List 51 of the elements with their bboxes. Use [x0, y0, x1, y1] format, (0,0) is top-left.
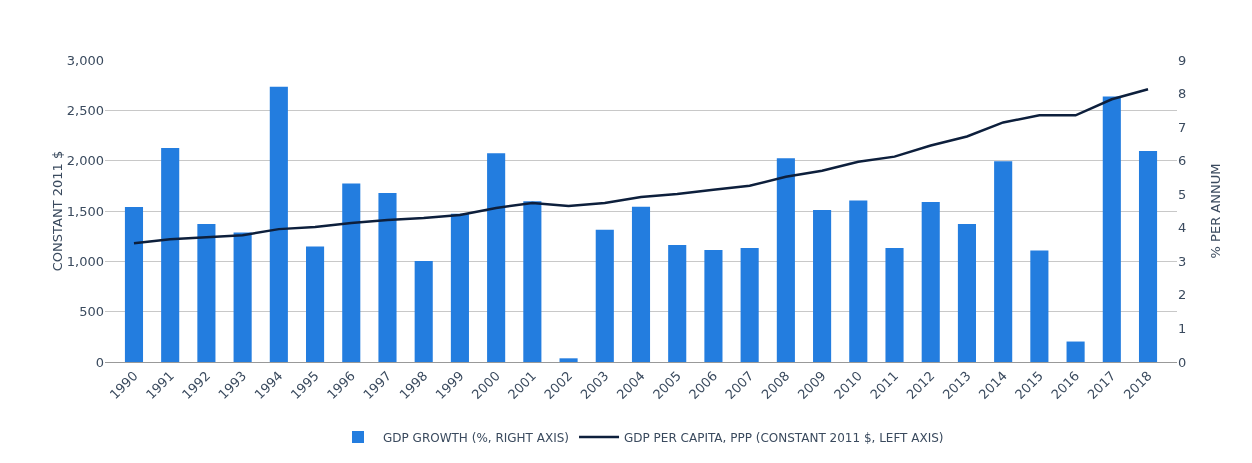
bar: [994, 161, 1013, 362]
bar: [957, 224, 976, 362]
bar: [124, 206, 144, 362]
y-tick-label: 1,000: [66, 253, 104, 269]
bar: [1030, 250, 1049, 362]
y-axis-title: CONSTANT 2011 $: [49, 150, 65, 272]
bar: [668, 244, 687, 362]
legend-label: GDP GROWTH (%, RIGHT AXIS): [383, 430, 570, 445]
bar: [523, 201, 542, 362]
y2-tick-label: 7: [1178, 119, 1187, 135]
y-tick-label: 3,000: [66, 52, 104, 68]
bar: [704, 249, 723, 362]
bar: [921, 201, 940, 362]
y-tick-label: 500: [79, 304, 104, 320]
y-tick-label: 2,500: [66, 102, 104, 118]
bar: [740, 247, 759, 362]
bar: [631, 206, 651, 362]
bar: [378, 192, 397, 362]
bar: [306, 246, 325, 362]
bar: [1102, 96, 1121, 362]
y2-tick-label: 3: [1178, 253, 1187, 269]
bar: [595, 229, 614, 362]
y2-tick-label: 1: [1178, 320, 1187, 336]
bar: [885, 247, 904, 362]
bar: [849, 200, 868, 362]
bar: [233, 232, 252, 362]
y2-tick-label: 2: [1178, 287, 1187, 303]
y-tick-label: 2,000: [66, 153, 104, 169]
bar: [776, 158, 795, 362]
y2-tick-label: 0: [1178, 354, 1187, 370]
bar: [197, 224, 216, 362]
bar: [1138, 150, 1158, 362]
bar: [559, 358, 578, 362]
y2-tick-label: 4: [1178, 220, 1187, 236]
y2-tick-label: 6: [1178, 153, 1187, 169]
bar: [161, 147, 180, 362]
y-tick-label: 1,500: [66, 203, 104, 219]
bar: [487, 153, 506, 362]
y2-tick-label: 5: [1178, 186, 1187, 202]
bar: [269, 86, 288, 362]
bar: [450, 213, 469, 362]
legend-label: GDP PER CAPITA, PPP (CONSTANT 2011 $, LEFT AXIS): [624, 430, 944, 445]
y-tick-label: 0: [95, 354, 104, 370]
y2-axis-title: % PER ANNUM: [1207, 163, 1223, 259]
y2-tick-label: 8: [1178, 86, 1187, 102]
bar: [1066, 341, 1085, 362]
bar: [813, 209, 832, 362]
y2-tick-label: 9: [1178, 52, 1187, 68]
bar: [342, 183, 361, 362]
line-series: [132, 87, 1150, 245]
bar: [414, 261, 433, 362]
